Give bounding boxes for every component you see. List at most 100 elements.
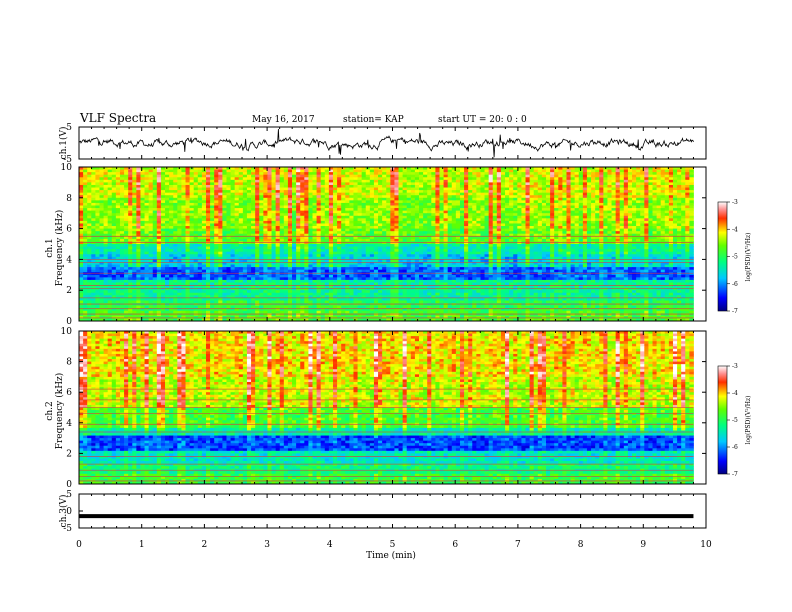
spectrogram-cell <box>263 205 268 209</box>
spectrogram-cell <box>443 179 449 183</box>
spectrogram-cell <box>271 233 277 237</box>
spectrogram-cell <box>201 246 207 250</box>
spectrogram-cell <box>226 167 231 170</box>
spectrogram-cell <box>521 190 526 194</box>
spectrogram-cell <box>656 202 662 206</box>
spectrogram-cell <box>464 184 469 188</box>
spectrogram-cell <box>611 218 617 222</box>
spectrogram-cell <box>603 195 608 199</box>
spectrogram-cell <box>193 197 199 201</box>
spectrogram-cell <box>496 228 502 232</box>
spectrogram-cell <box>451 169 457 173</box>
spectrogram-cell <box>558 241 563 245</box>
spectrogram-cell <box>345 174 350 178</box>
spectrogram-cell <box>160 208 166 212</box>
spectrogram-cell <box>517 213 522 217</box>
spectrogram-cell <box>443 182 449 186</box>
spectrogram-cell <box>476 220 481 224</box>
spectrogram-cell <box>636 215 641 219</box>
spectrogram-cell <box>300 197 305 201</box>
spectrogram-cell <box>476 238 481 242</box>
spectrogram-cell <box>632 236 637 240</box>
spectrogram-cell <box>251 184 256 188</box>
spectrogram-cell <box>238 218 244 222</box>
spectrogram-cell <box>292 192 297 196</box>
spectrogram-cell <box>423 202 428 206</box>
spectrogram-cell <box>103 233 109 237</box>
spectrogram-cell <box>398 210 404 214</box>
spectrogram-cell <box>201 200 207 204</box>
spectrogram-cell <box>394 213 399 217</box>
spectrogram-cell <box>541 184 547 188</box>
spectrogram-cell <box>242 228 248 232</box>
spectrogram-cell <box>382 226 387 229</box>
spectrogram-cell <box>283 177 289 181</box>
spectrogram-cell <box>672 241 678 245</box>
spectrogram-cell <box>545 238 551 242</box>
spectrogram-cell <box>492 231 498 235</box>
spectrogram-cell <box>107 172 113 176</box>
spectrogram-cell <box>488 174 494 178</box>
spectrogram-cell <box>382 220 387 224</box>
spectrogram-cell <box>525 223 531 227</box>
spectrogram-cell <box>668 210 674 214</box>
spectrogram-cell <box>505 233 510 237</box>
spectrogram-cell <box>439 238 444 242</box>
spectrogram-cell <box>320 167 326 170</box>
spectrogram-cell <box>263 202 268 206</box>
spectrogram-cell <box>169 202 174 206</box>
spectrogram-cell <box>279 184 285 188</box>
spectrogram-cell <box>222 231 227 235</box>
spectrogram-cell <box>177 246 182 250</box>
spectrogram-cell <box>349 177 354 181</box>
spectrogram-cell <box>214 205 219 209</box>
spectrogram-cell <box>205 218 211 222</box>
spectrogram-cell <box>541 197 547 201</box>
spectrogram-cell <box>79 192 84 196</box>
spectrogram-cell <box>398 218 404 222</box>
spectrogram-cell <box>529 190 535 194</box>
spectrogram-cell <box>320 195 326 199</box>
spectrogram-cell <box>189 236 195 240</box>
spectrogram-cell <box>361 172 367 176</box>
spectrogram-cell <box>455 195 461 199</box>
spectrogram-cell <box>611 179 617 183</box>
spectrogram-cell <box>124 218 129 222</box>
spectrogram-cell <box>378 197 383 201</box>
spectrogram-cell <box>541 200 547 204</box>
spectrogram-cell <box>136 177 141 181</box>
spectrogram-cell <box>91 192 96 196</box>
spectrogram-cell <box>545 205 551 209</box>
spectrogram-cell <box>271 228 277 232</box>
spectrogram-cell <box>242 192 248 196</box>
spectrogram-cell <box>484 228 490 232</box>
spectrogram-cell <box>410 238 416 242</box>
spectrogram-cell <box>582 246 588 250</box>
spectrogram-cell <box>431 172 436 176</box>
spectrogram-cell <box>173 202 178 206</box>
spectrogram-cell <box>124 233 129 237</box>
spectrogram-cell <box>136 187 141 191</box>
spectrogram-cell <box>173 179 178 183</box>
spectrogram-cell <box>402 210 408 214</box>
spectrogram-cell <box>181 205 186 209</box>
spectrogram-cell <box>185 190 191 194</box>
spectrogram-cell <box>316 241 322 245</box>
spectrogram-cell <box>435 215 440 219</box>
spectrogram-cell <box>390 169 395 173</box>
spectrogram-cell <box>672 228 678 232</box>
spectrogram-cell <box>664 192 670 196</box>
spectrogram-cell <box>218 231 223 235</box>
spectrogram-cell <box>185 220 191 224</box>
spectrogram-cell <box>513 192 518 196</box>
spectrogram-cell <box>128 187 133 191</box>
spectrogram-cell <box>87 190 92 194</box>
spectrogram-cell <box>619 192 625 196</box>
spectrogram-cell <box>378 228 383 232</box>
spectrogram-cell <box>197 195 203 199</box>
spectrogram-cell <box>349 236 354 240</box>
spectrogram-cell <box>349 167 354 170</box>
spectrogram-cell <box>279 226 285 229</box>
spectrogram-cell <box>402 172 408 176</box>
spectrogram-cell <box>251 215 256 219</box>
